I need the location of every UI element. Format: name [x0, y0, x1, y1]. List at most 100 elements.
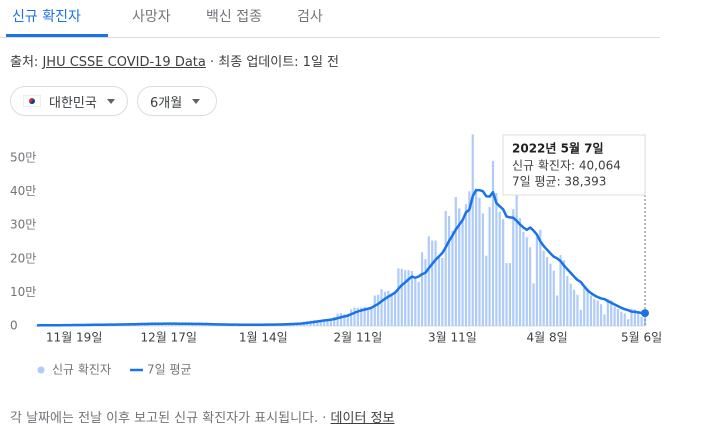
bar [475, 189, 478, 326]
bar [532, 283, 535, 326]
tab-divider [0, 37, 660, 38]
bar [424, 259, 427, 326]
bar [373, 295, 376, 326]
bar [336, 313, 339, 326]
bar [589, 295, 593, 326]
footer-link[interactable]: 데이터 정보 [330, 411, 395, 426]
bar [579, 309, 582, 326]
bar [454, 197, 457, 326]
bar [508, 263, 511, 326]
bar [380, 289, 383, 326]
bar [488, 207, 491, 326]
footer: 각 날짜에는 전날 이후 보고된 신규 확진자가 표시됩니다. · 데이터 정보 [10, 411, 395, 426]
dropdown-label: 6개월 [150, 95, 183, 111]
bar [569, 283, 572, 326]
bar [637, 311, 640, 326]
x-tick-label: 2월 11일 [333, 331, 382, 345]
bar [576, 294, 579, 326]
bar [623, 313, 626, 326]
y-tick-label: 10만 [10, 285, 36, 299]
source-label: 출처: [10, 55, 39, 70]
source-line: 출처: JHU CSSE COVID-19 Data · 최종 업데이트: 1일… [10, 51, 339, 70]
tooltip [502, 134, 646, 196]
bar [154, 324, 157, 326]
hover-point [641, 309, 649, 318]
bar [464, 204, 468, 326]
bar [593, 298, 596, 326]
update-info: · 최종 업데이트: 1일 전 [210, 55, 340, 70]
bar [596, 300, 599, 326]
bar [323, 319, 326, 326]
y-tick-label: 40만 [10, 184, 36, 198]
bar [329, 318, 332, 326]
bar [356, 307, 359, 326]
bar [451, 230, 454, 326]
bar [630, 308, 633, 326]
bar [586, 288, 589, 326]
bar [360, 307, 363, 326]
bar [427, 236, 430, 326]
bar [627, 319, 630, 326]
bar [545, 256, 549, 326]
period-dropdown[interactable]: 6개월 [137, 86, 217, 116]
y-tick-label: 50만 [10, 150, 36, 164]
bar [437, 255, 441, 326]
bar [498, 211, 501, 326]
bar [603, 314, 606, 326]
flag-icon [23, 95, 41, 107]
bar [471, 134, 474, 326]
x-tick-label: 4월 8일 [526, 331, 567, 345]
bar [326, 319, 329, 326]
bar [346, 313, 349, 326]
bar [620, 311, 623, 326]
bar [350, 309, 353, 326]
bar [491, 160, 495, 326]
bar [397, 268, 400, 326]
bar [316, 320, 319, 326]
bar [505, 263, 508, 326]
bar [515, 183, 518, 326]
bar [339, 312, 343, 326]
bar [414, 279, 417, 326]
x-tick-label: 11월 19일 [46, 331, 102, 345]
bar [353, 307, 356, 326]
bar [434, 240, 437, 326]
x-tick-label: 3월 11일 [428, 331, 477, 345]
tab[interactable]: 백신 접종 [206, 9, 262, 25]
tab[interactable]: 사망자 [132, 9, 171, 25]
bar [177, 324, 180, 326]
y-tick-label: 30만 [10, 218, 36, 232]
y-tick-label: 20만 [10, 251, 36, 265]
tab[interactable]: 검사 [297, 9, 323, 25]
bar [613, 306, 616, 326]
bar [174, 323, 177, 326]
bar [404, 270, 407, 326]
source-link[interactable]: JHU CSSE COVID-19 Data [42, 55, 206, 70]
bar [390, 293, 393, 326]
line [36, 188, 646, 327]
bar [383, 291, 387, 326]
footer-note: 각 날짜에는 전날 이후 보고된 신규 확진자가 표시됩니다. [10, 411, 319, 426]
bar [539, 229, 542, 326]
bar [157, 324, 160, 326]
bar [458, 208, 461, 326]
bar [529, 247, 532, 326]
legend-label: 신규 확진자 [52, 363, 111, 377]
bar [468, 191, 471, 326]
bar [431, 240, 434, 326]
bar [556, 295, 559, 326]
bar [562, 260, 566, 326]
tab[interactable]: 신규 확진자 [12, 9, 81, 25]
x-tick-label: 12월 17일 [141, 331, 197, 345]
bar [35, 325, 39, 326]
bar [518, 218, 522, 326]
bar [542, 250, 545, 326]
bar [606, 298, 609, 326]
bar [181, 324, 184, 326]
bar [616, 309, 620, 326]
bar [387, 290, 390, 326]
bar [420, 252, 424, 326]
bar [572, 289, 576, 326]
region-dropdown[interactable]: 대한민국 [10, 86, 128, 116]
